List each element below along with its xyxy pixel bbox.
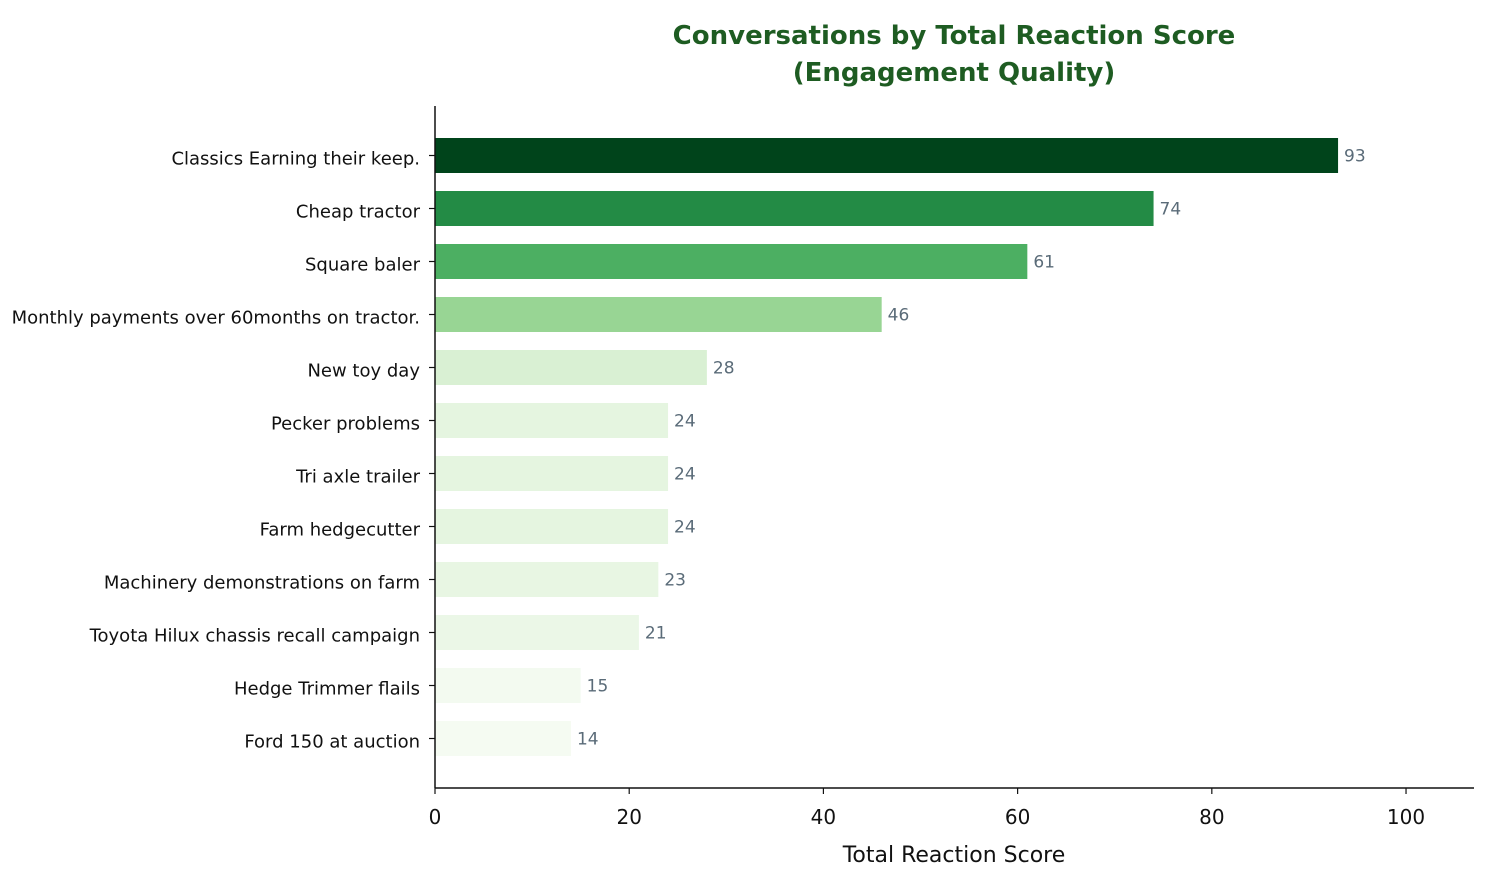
category-label: Tri axle trailer bbox=[295, 467, 421, 488]
bar-value-label: 61 bbox=[1033, 253, 1055, 273]
bar bbox=[435, 403, 669, 438]
category-label: New toy day bbox=[307, 361, 420, 382]
category-label: Classics Earning their keep. bbox=[171, 149, 420, 170]
category-label: Square baler bbox=[305, 255, 421, 276]
bar-value-label: 46 bbox=[888, 306, 910, 326]
bar bbox=[435, 509, 669, 544]
category-labels-group: Classics Earning their keep. Cheap tracto… bbox=[12, 149, 435, 753]
x-axis-tick-label: 60 bbox=[1005, 805, 1030, 829]
bar bbox=[435, 456, 669, 491]
bar-value-label: 24 bbox=[674, 465, 696, 485]
x-axis-tick-label: 80 bbox=[1199, 805, 1224, 829]
category-label: Monthly payments over 60months on tracto… bbox=[12, 308, 420, 329]
category-label: Cheap tractor bbox=[296, 202, 421, 223]
bar-value-label: 14 bbox=[577, 730, 599, 750]
chart-title: Conversations by Total Reaction Score (E… bbox=[673, 21, 1236, 88]
x-axis-tick-label: 0 bbox=[429, 805, 442, 829]
x-axis-tick-label: 100 bbox=[1387, 805, 1425, 829]
bar-value-label: 15 bbox=[587, 677, 609, 697]
bar-value-label: 74 bbox=[1160, 200, 1182, 220]
bar-value-label: 24 bbox=[674, 412, 696, 432]
bar bbox=[435, 350, 707, 385]
bar-value-label: 21 bbox=[645, 624, 667, 644]
bar bbox=[435, 615, 639, 650]
bar-value-label: 23 bbox=[664, 571, 686, 591]
x-axis-tick-label: 40 bbox=[811, 805, 836, 829]
bar bbox=[435, 721, 571, 756]
value-labels-group: 93 74 61 46 28 24 24 24 23 21 15 14 bbox=[577, 147, 1366, 750]
bar bbox=[435, 562, 659, 597]
bar bbox=[435, 138, 1339, 173]
bar-value-label: 93 bbox=[1344, 147, 1366, 167]
chart-title-line-2: (Engagement Quality) bbox=[793, 58, 1116, 88]
bar-value-label: 28 bbox=[713, 359, 735, 379]
bar-value-label: 24 bbox=[674, 518, 696, 538]
category-label: Machinery demonstrations on farm bbox=[104, 573, 420, 594]
bar bbox=[435, 191, 1154, 226]
x-axis-ticks-group: 0 20 40 60 80 100 bbox=[429, 788, 1425, 829]
category-label: Hedge Trimmer flails bbox=[234, 679, 420, 700]
bar bbox=[435, 244, 1028, 279]
x-axis-tick-label: 20 bbox=[616, 805, 641, 829]
category-label: Toyota Hilux chassis recall campaign bbox=[89, 626, 420, 647]
bars-group bbox=[435, 138, 1339, 756]
bar bbox=[435, 668, 581, 703]
category-label: Farm hedgecutter bbox=[260, 520, 421, 541]
bar bbox=[435, 297, 882, 332]
x-axis-label: Total Reaction Score bbox=[842, 843, 1066, 868]
chart-title-line-1: Conversations by Total Reaction Score bbox=[673, 21, 1236, 51]
category-label: Pecker problems bbox=[271, 414, 420, 435]
category-label: Ford 150 at auction bbox=[244, 732, 420, 753]
